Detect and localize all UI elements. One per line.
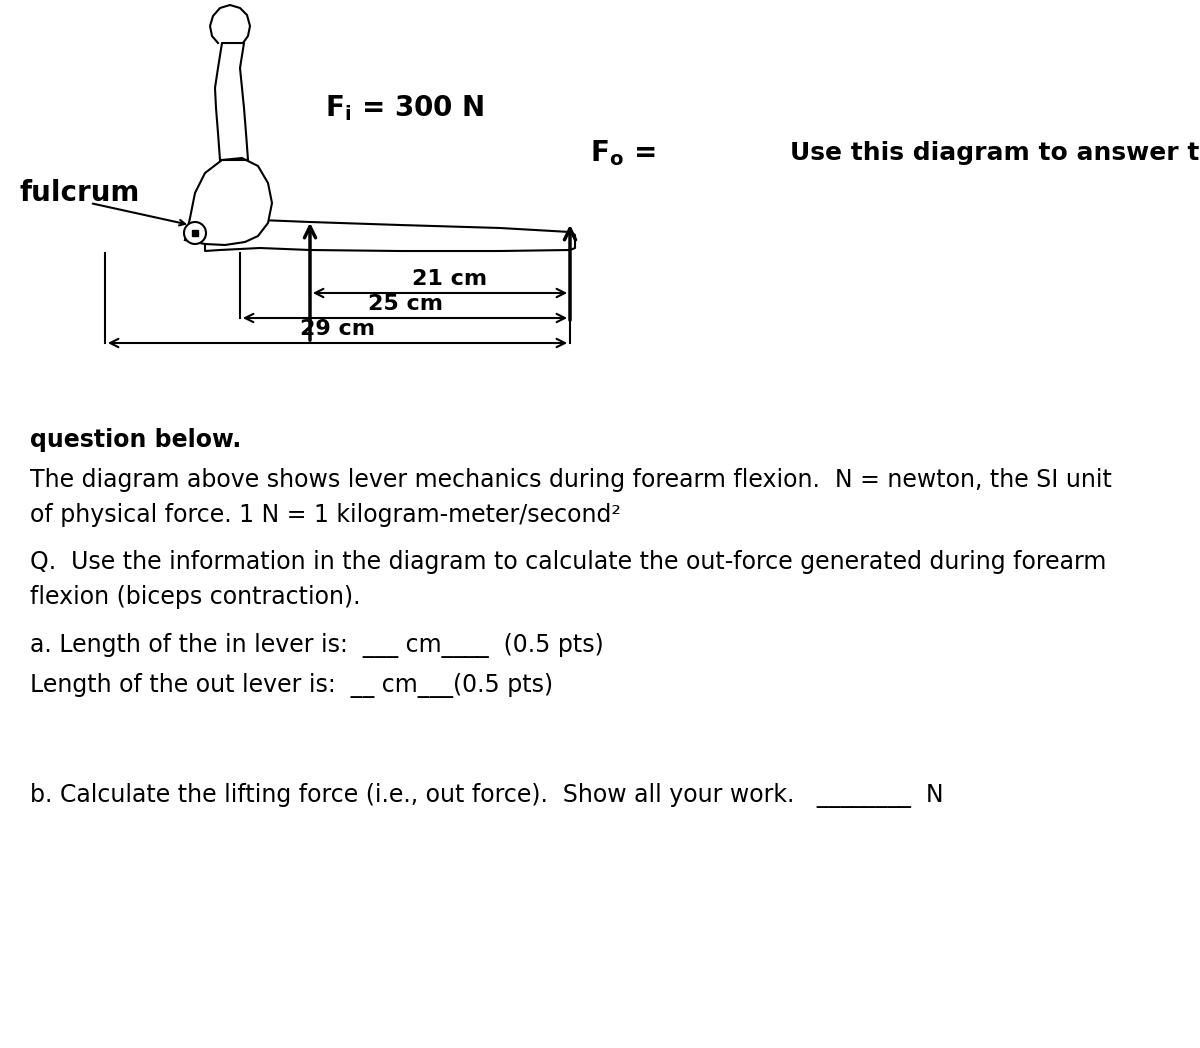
Polygon shape: [215, 43, 248, 160]
Text: fulcrum: fulcrum: [20, 179, 140, 208]
Text: flexion (biceps contraction).: flexion (biceps contraction).: [30, 585, 360, 609]
Text: 25 cm: 25 cm: [367, 294, 443, 314]
Text: 29 cm: 29 cm: [300, 319, 374, 339]
Text: question below.: question below.: [30, 428, 241, 452]
Text: a. Length of the in lever is:  ___ cm____  (0.5 pts): a. Length of the in lever is: ___ cm____…: [30, 633, 604, 658]
Text: Use this diagram to answer the: Use this diagram to answer the: [790, 141, 1200, 165]
Text: The diagram above shows lever mechanics during forearm flexion.  N = newton, the: The diagram above shows lever mechanics …: [30, 468, 1112, 492]
Polygon shape: [210, 5, 250, 43]
Text: Q.  Use the information in the diagram to calculate the out-force generated duri: Q. Use the information in the diagram to…: [30, 550, 1106, 574]
Text: $\mathbf{F_o}$ =: $\mathbf{F_o}$ =: [590, 138, 655, 168]
Text: $\mathbf{F_i}$ = 300 N: $\mathbf{F_i}$ = 300 N: [325, 93, 485, 123]
Text: of physical force. 1 N = 1 kilogram-meter/second²: of physical force. 1 N = 1 kilogram-mete…: [30, 503, 620, 527]
Text: Length of the out lever is:  __ cm___(0.5 pts): Length of the out lever is: __ cm___(0.5…: [30, 673, 553, 698]
Polygon shape: [205, 220, 575, 252]
Text: b. Calculate the lifting force (i.e., out force).  Show all your work.   _______: b. Calculate the lifting force (i.e., ou…: [30, 783, 943, 808]
Circle shape: [184, 222, 206, 244]
Polygon shape: [185, 158, 272, 245]
Text: 21 cm: 21 cm: [413, 269, 487, 289]
